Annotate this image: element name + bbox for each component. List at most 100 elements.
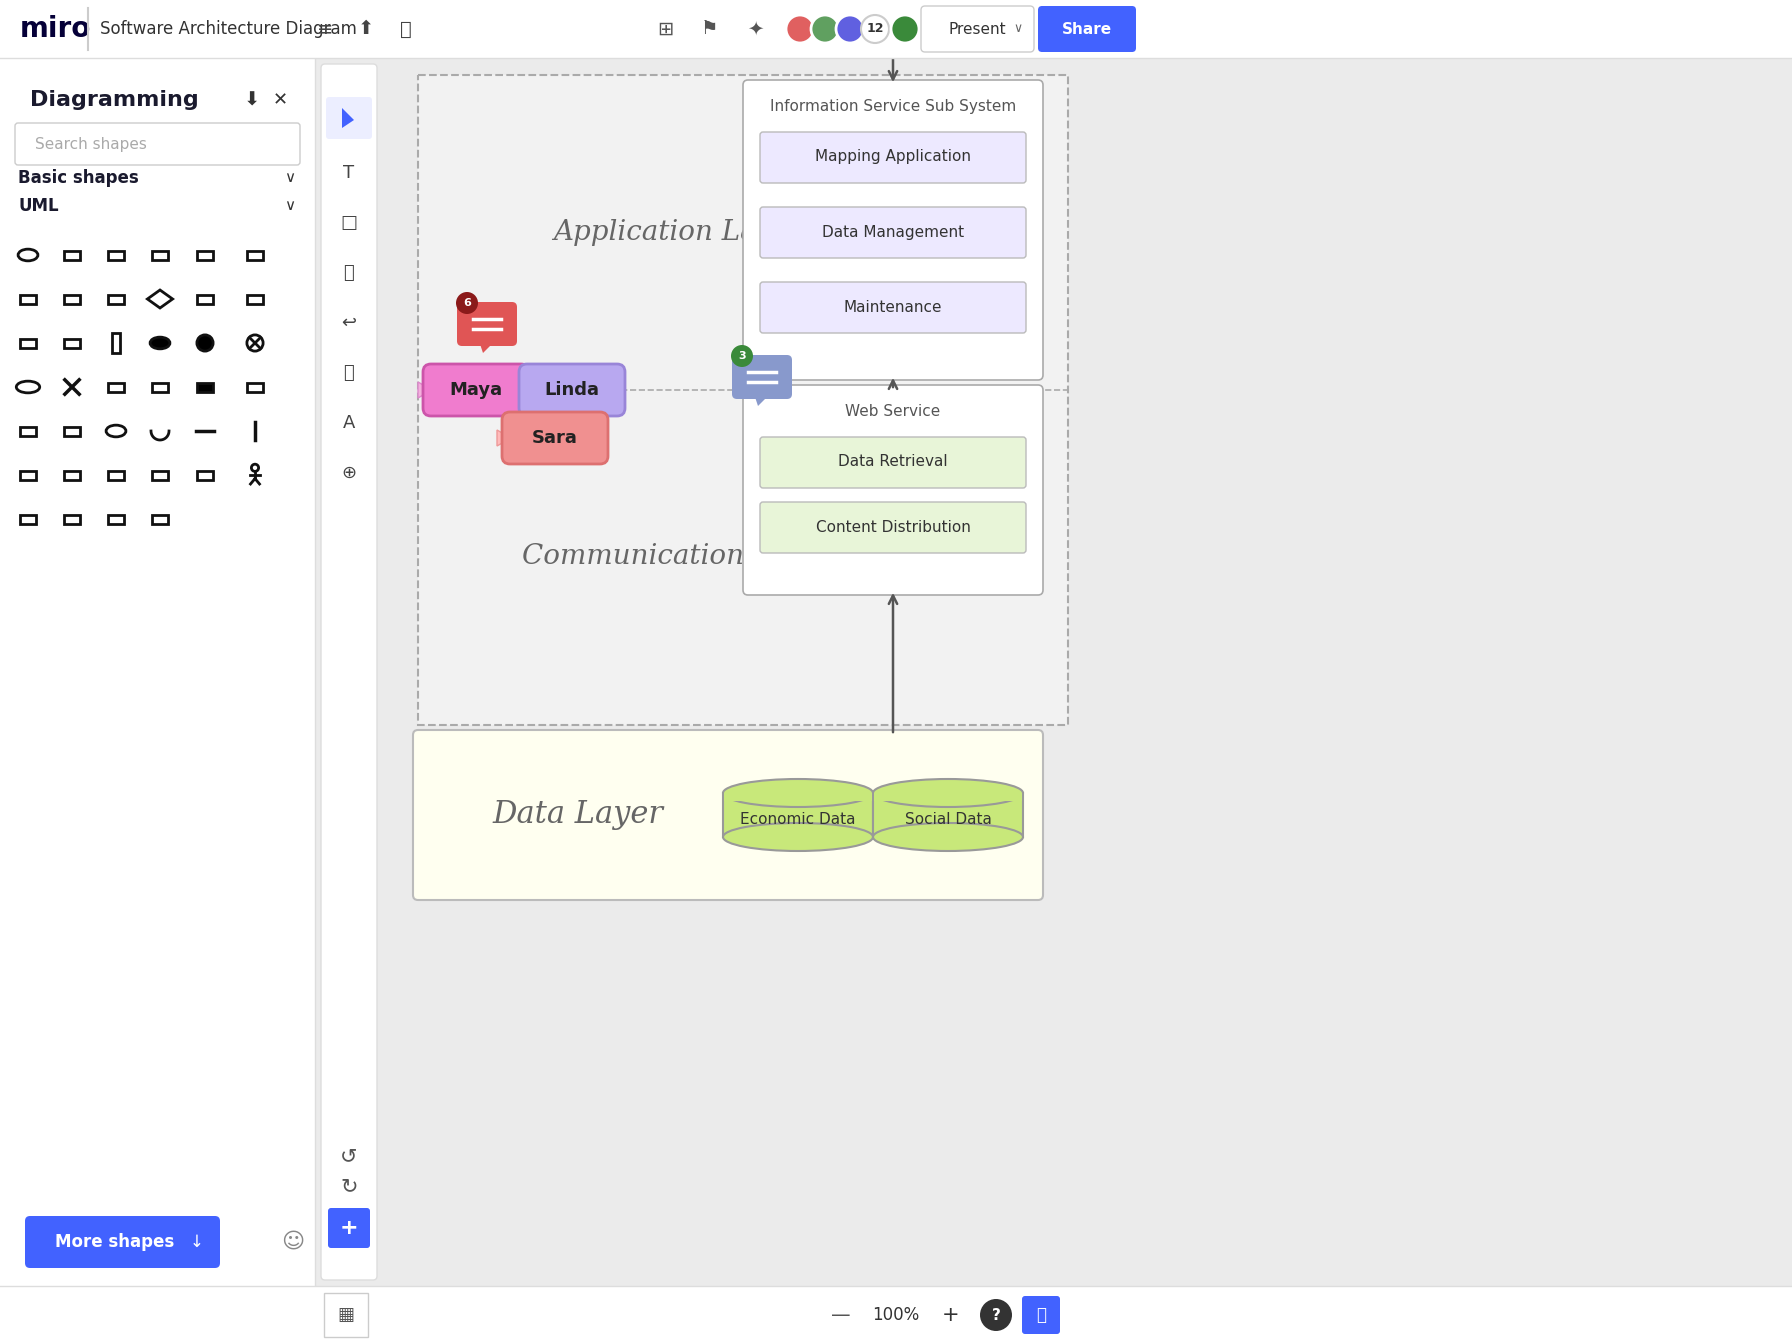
Ellipse shape <box>722 780 873 806</box>
Circle shape <box>860 15 889 43</box>
Text: ↩: ↩ <box>342 314 357 332</box>
Text: Diagramming: Diagramming <box>30 90 199 110</box>
FancyBboxPatch shape <box>722 793 873 837</box>
Text: Information Service Sub System: Information Service Sub System <box>771 99 1016 114</box>
Ellipse shape <box>722 823 873 851</box>
FancyBboxPatch shape <box>744 384 1043 595</box>
Text: ⚑: ⚑ <box>701 20 719 39</box>
Text: +: + <box>340 1218 358 1238</box>
Text: ∨: ∨ <box>1014 23 1023 35</box>
Circle shape <box>980 1300 1012 1331</box>
FancyBboxPatch shape <box>412 730 1043 900</box>
Ellipse shape <box>873 780 1023 806</box>
Text: ⬇: ⬇ <box>244 90 260 109</box>
Text: 100%: 100% <box>873 1306 919 1324</box>
Text: ✕: ✕ <box>272 91 287 109</box>
FancyBboxPatch shape <box>873 793 1023 837</box>
FancyBboxPatch shape <box>502 413 607 464</box>
Circle shape <box>891 15 919 43</box>
Text: A: A <box>342 414 355 431</box>
FancyBboxPatch shape <box>1038 5 1136 52</box>
Text: 6: 6 <box>462 298 471 308</box>
FancyBboxPatch shape <box>874 793 1021 801</box>
Text: ✦: ✦ <box>747 20 763 39</box>
Text: ⬆: ⬆ <box>358 20 375 39</box>
FancyBboxPatch shape <box>25 1216 220 1267</box>
FancyBboxPatch shape <box>760 282 1027 333</box>
FancyBboxPatch shape <box>321 65 376 1279</box>
FancyBboxPatch shape <box>324 1293 367 1337</box>
Circle shape <box>837 15 864 43</box>
Text: ∨: ∨ <box>283 199 296 214</box>
Polygon shape <box>754 394 771 406</box>
Text: Economic Data: Economic Data <box>740 813 857 828</box>
FancyBboxPatch shape <box>328 1208 369 1249</box>
Text: ⟋: ⟋ <box>344 364 355 382</box>
Text: Linda: Linda <box>545 380 600 399</box>
FancyBboxPatch shape <box>921 5 1034 52</box>
Text: Maintenance: Maintenance <box>844 300 943 314</box>
FancyBboxPatch shape <box>418 75 1068 724</box>
Polygon shape <box>478 341 495 353</box>
Polygon shape <box>514 382 529 398</box>
FancyBboxPatch shape <box>731 355 792 399</box>
Text: 3: 3 <box>738 351 745 362</box>
Text: □: □ <box>340 214 357 233</box>
Polygon shape <box>342 108 355 128</box>
Text: 12: 12 <box>866 23 883 35</box>
Text: ≡: ≡ <box>317 20 333 39</box>
Circle shape <box>197 335 213 351</box>
Text: More shapes: More shapes <box>56 1232 174 1251</box>
Text: Share: Share <box>1063 22 1113 36</box>
Text: Basic shapes: Basic shapes <box>18 169 138 187</box>
FancyBboxPatch shape <box>326 97 373 138</box>
Text: miro: miro <box>20 15 91 43</box>
Text: UML: UML <box>18 198 59 215</box>
Text: ⌗: ⌗ <box>344 263 355 282</box>
Text: Present: Present <box>948 22 1007 36</box>
FancyBboxPatch shape <box>14 124 299 165</box>
Circle shape <box>812 15 839 43</box>
Text: ⤢: ⤢ <box>1036 1306 1047 1324</box>
Polygon shape <box>418 382 432 398</box>
Text: Sara: Sara <box>532 429 579 448</box>
Text: Web Service: Web Service <box>846 405 941 419</box>
Text: Search shapes: Search shapes <box>36 137 147 152</box>
Text: Application Layer: Application Layer <box>554 219 803 246</box>
Circle shape <box>455 292 478 314</box>
Text: ⊕: ⊕ <box>342 464 357 482</box>
Circle shape <box>731 345 753 367</box>
Text: Software Architecture Diagram: Software Architecture Diagram <box>100 20 357 38</box>
Text: Mapping Application: Mapping Application <box>815 149 971 164</box>
FancyBboxPatch shape <box>1021 1296 1061 1335</box>
Text: Social Data: Social Data <box>905 813 991 828</box>
Text: T: T <box>344 164 355 181</box>
FancyBboxPatch shape <box>760 132 1027 183</box>
FancyBboxPatch shape <box>0 0 1792 58</box>
FancyBboxPatch shape <box>760 207 1027 258</box>
FancyBboxPatch shape <box>457 302 518 345</box>
Text: ⊞: ⊞ <box>658 20 674 39</box>
Text: ∨: ∨ <box>283 171 296 185</box>
Text: Content Distribution: Content Distribution <box>815 520 971 535</box>
Text: —: — <box>831 1305 851 1324</box>
Text: Data Management: Data Management <box>823 224 964 239</box>
Text: Maya: Maya <box>450 380 502 399</box>
FancyBboxPatch shape <box>197 383 213 391</box>
FancyBboxPatch shape <box>760 503 1027 552</box>
Text: Data Retrieval: Data Retrieval <box>839 454 948 469</box>
Text: ☺: ☺ <box>281 1232 305 1253</box>
Text: ↺: ↺ <box>340 1146 358 1167</box>
Ellipse shape <box>873 823 1023 851</box>
Circle shape <box>787 15 814 43</box>
FancyBboxPatch shape <box>520 364 625 417</box>
Text: ↻: ↻ <box>340 1176 358 1196</box>
Text: ↓: ↓ <box>190 1232 204 1251</box>
Text: Data Layer: Data Layer <box>493 800 663 831</box>
FancyBboxPatch shape <box>423 364 529 417</box>
Ellipse shape <box>151 337 170 349</box>
Text: Communication Layer: Communication Layer <box>523 543 833 570</box>
FancyBboxPatch shape <box>760 437 1027 488</box>
Text: ?: ? <box>991 1308 1000 1322</box>
Text: 🔍: 🔍 <box>400 20 412 39</box>
